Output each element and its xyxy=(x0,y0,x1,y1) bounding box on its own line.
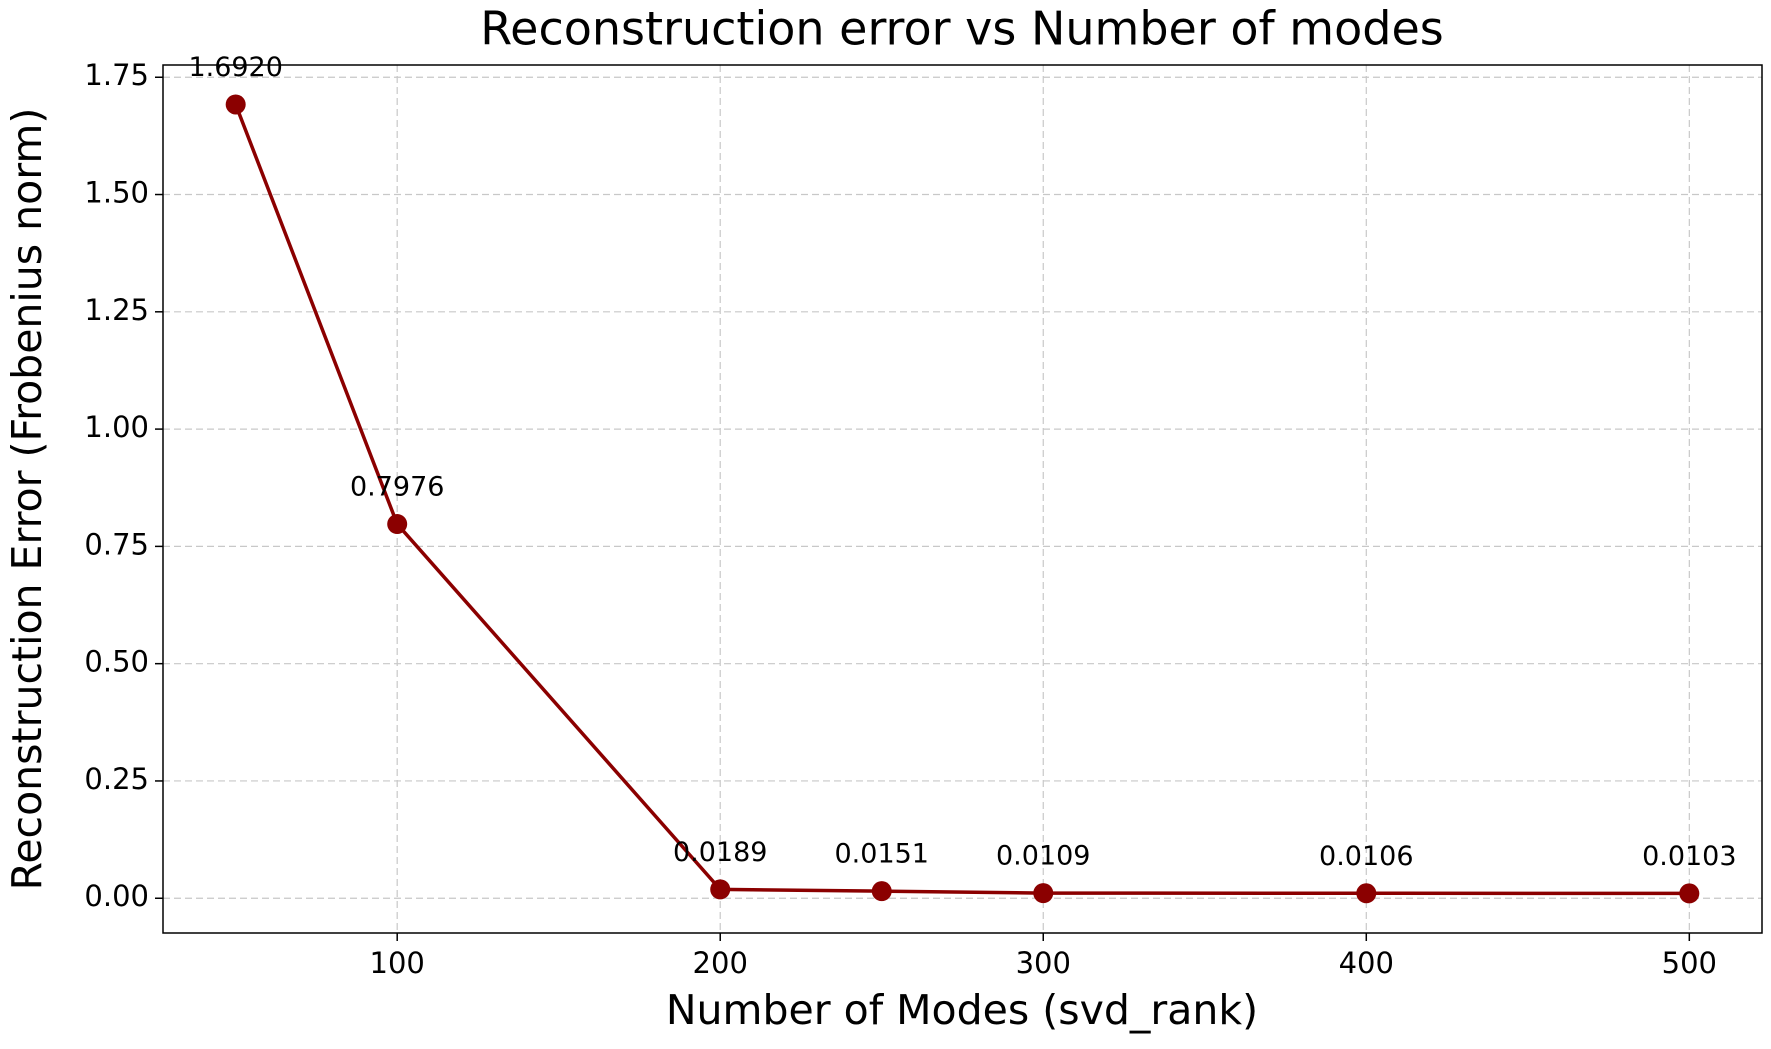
plot-frame xyxy=(162,64,1763,934)
y-tick-label: 0.75 xyxy=(84,527,149,561)
y-axis-label: Reconstruction Error (Frobenius norm) xyxy=(3,108,51,891)
marker xyxy=(225,94,246,115)
x-tick-label: 500 xyxy=(1662,946,1717,980)
value-label: 0.0189 xyxy=(673,837,767,868)
marker xyxy=(387,514,408,535)
chart-title: Reconstruction error vs Number of modes xyxy=(480,2,1443,56)
y-tick-label: 0.50 xyxy=(84,645,149,679)
x-tick-label: 100 xyxy=(370,946,425,980)
marker xyxy=(1356,883,1377,904)
x-tick-label: 200 xyxy=(693,946,748,980)
marker xyxy=(1033,883,1054,904)
y-tick-label: 1.75 xyxy=(84,58,149,92)
value-label: 0.0151 xyxy=(835,839,929,870)
y-tick-label: 1.50 xyxy=(84,176,149,210)
y-tick-label: 1.25 xyxy=(84,293,149,327)
y-tick-label: 0.00 xyxy=(84,879,149,913)
x-tick-label: 400 xyxy=(1339,946,1394,980)
value-label: 0.0109 xyxy=(996,841,1090,872)
value-label: 0.0103 xyxy=(1642,841,1736,872)
line xyxy=(234,103,1690,896)
y-tick-label: 0.25 xyxy=(84,762,149,796)
marker xyxy=(871,881,892,902)
value-label: 0.0106 xyxy=(1319,841,1413,872)
marker xyxy=(710,879,731,900)
x-tick-label: 300 xyxy=(1016,946,1071,980)
x-axis-label: Number of Modes (svd_rank) xyxy=(666,986,1258,1034)
value-label: 1.6920 xyxy=(188,52,282,83)
y-tick-label: 1.00 xyxy=(84,410,149,444)
value-label: 0.7976 xyxy=(350,472,444,503)
marker xyxy=(1679,883,1700,904)
